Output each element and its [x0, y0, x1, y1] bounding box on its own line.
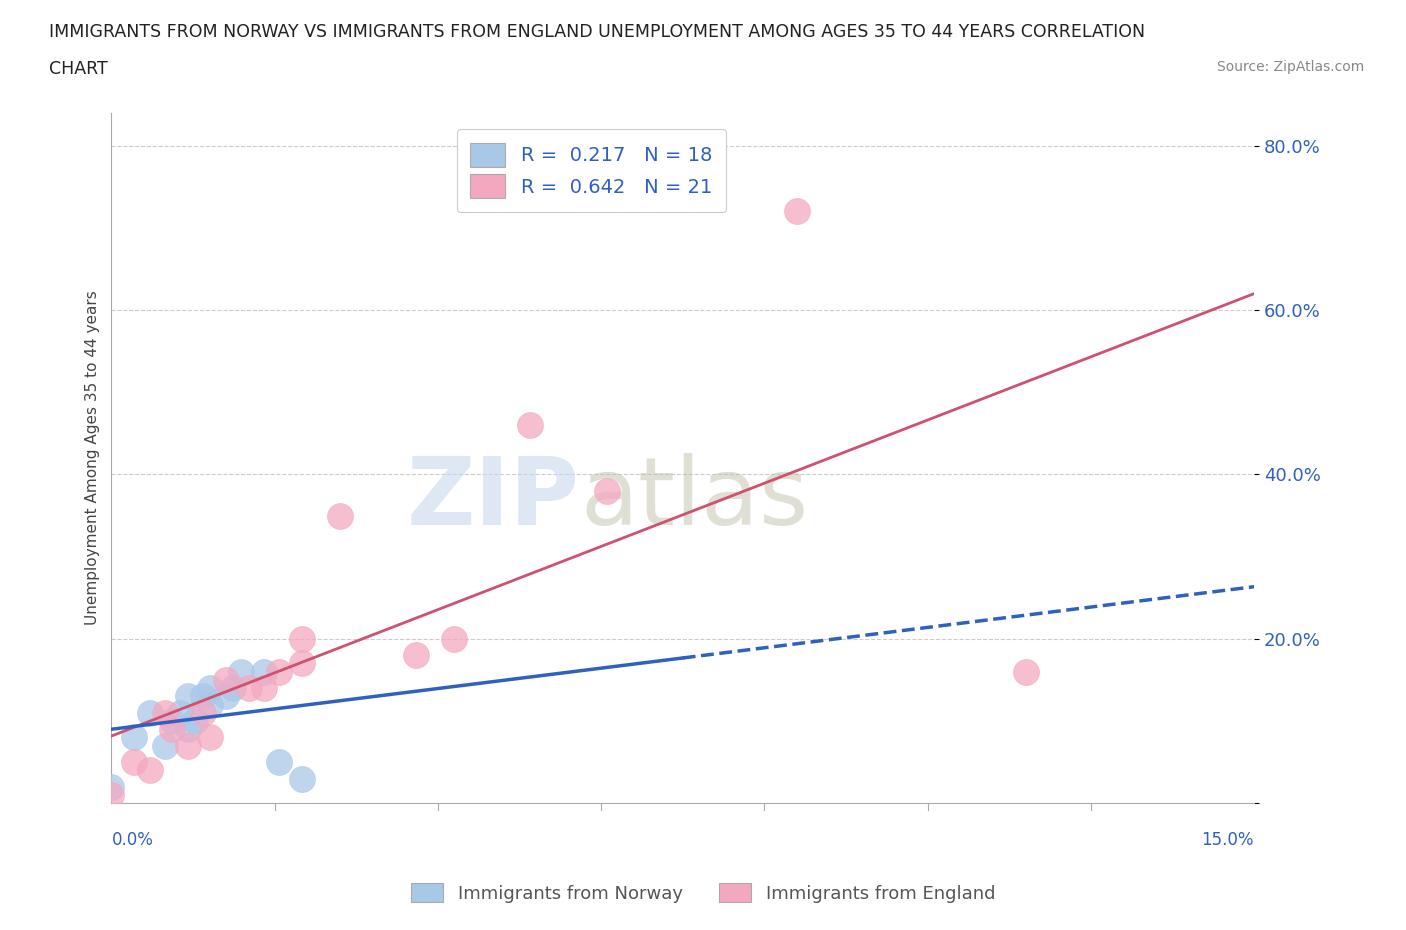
Point	[267, 755, 290, 770]
Text: IMMIGRANTS FROM NORWAY VS IMMIGRANTS FROM ENGLAND UNEMPLOYMENT AMONG AGES 35 TO : IMMIGRANTS FROM NORWAY VS IMMIGRANTS FRO…	[49, 23, 1146, 41]
Point	[169, 705, 191, 720]
Point	[215, 689, 238, 704]
Point	[200, 698, 222, 712]
Point	[519, 418, 541, 432]
Point	[138, 763, 160, 777]
Text: CHART: CHART	[49, 60, 108, 78]
Point	[253, 664, 276, 679]
Point	[253, 681, 276, 696]
Point	[215, 672, 238, 687]
Legend: R =  0.217   N = 18, R =  0.642   N = 21: R = 0.217 N = 18, R = 0.642 N = 21	[457, 129, 725, 212]
Point	[443, 631, 465, 646]
Point	[153, 738, 176, 753]
Point	[267, 664, 290, 679]
Point	[162, 713, 184, 728]
Text: atlas: atlas	[579, 454, 808, 545]
Point	[291, 771, 314, 786]
Point	[405, 648, 427, 663]
Point	[138, 705, 160, 720]
Point	[176, 722, 198, 737]
Point	[184, 713, 207, 728]
Text: 0.0%: 0.0%	[111, 830, 153, 849]
Point	[238, 681, 260, 696]
Point	[222, 681, 245, 696]
Point	[291, 656, 314, 671]
Point	[100, 779, 122, 794]
Legend: Immigrants from Norway, Immigrants from England: Immigrants from Norway, Immigrants from …	[402, 874, 1004, 911]
Point	[786, 204, 808, 219]
Point	[1014, 664, 1036, 679]
Text: 15.0%: 15.0%	[1202, 830, 1254, 849]
Point	[329, 508, 352, 523]
Text: ZIP: ZIP	[408, 454, 579, 545]
Point	[153, 705, 176, 720]
Point	[229, 664, 252, 679]
Point	[176, 738, 198, 753]
Point	[191, 705, 214, 720]
Point	[162, 722, 184, 737]
Point	[100, 788, 122, 803]
Text: Source: ZipAtlas.com: Source: ZipAtlas.com	[1216, 60, 1364, 74]
Point	[122, 730, 145, 745]
Point	[595, 484, 617, 498]
Y-axis label: Unemployment Among Ages 35 to 44 years: Unemployment Among Ages 35 to 44 years	[86, 290, 100, 625]
Point	[200, 681, 222, 696]
Point	[291, 631, 314, 646]
Point	[200, 730, 222, 745]
Point	[176, 689, 198, 704]
Point	[122, 755, 145, 770]
Point	[191, 689, 214, 704]
